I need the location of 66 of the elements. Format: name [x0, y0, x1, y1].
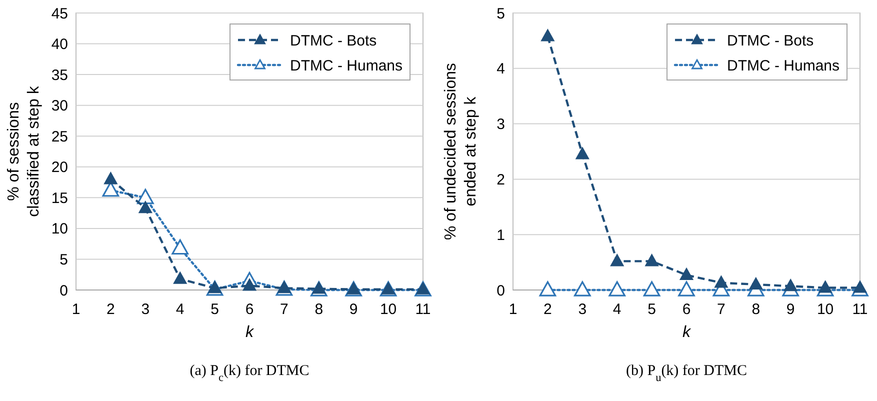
point [174, 272, 187, 284]
point [680, 268, 693, 280]
y-tick-label: 0 [60, 282, 68, 300]
x-tick-label: 8 [752, 301, 760, 318]
point [608, 281, 626, 296]
point [137, 188, 154, 204]
legend-label: DTMC - Humans [727, 57, 840, 74]
y-axis-title: % of sessions classified at step k [5, 85, 42, 217]
x-tick-label: 3 [141, 301, 150, 318]
x-tick-label: 9 [786, 301, 795, 318]
y-tick-label: 10 [51, 220, 68, 238]
point [749, 278, 762, 290]
x-tick-label: 10 [380, 301, 397, 318]
y-tick-label: 30 [51, 98, 68, 115]
x-tick-label: 6 [682, 301, 691, 318]
y-tick-label: 1 [496, 226, 505, 244]
x-tick-label: 11 [415, 301, 431, 318]
y-tick-label: 15 [51, 190, 68, 207]
y-tick-label: 5 [60, 251, 68, 268]
point [104, 172, 118, 184]
x-tick-label: 8 [314, 301, 324, 318]
x-tick-label: 2 [106, 301, 115, 318]
point [643, 281, 660, 296]
y-tick-label: 4 [496, 60, 505, 78]
y-tick-label: 35 [51, 66, 68, 84]
y-tick-label: 45 [51, 5, 68, 22]
x-tick-label: 5 [210, 301, 219, 318]
point [576, 147, 589, 160]
x-tick-label: 2 [544, 301, 552, 318]
x-tick-label: 4 [176, 301, 184, 318]
point [714, 276, 728, 288]
x-tick-label: 10 [816, 301, 834, 318]
x-axis-title: k [682, 324, 692, 341]
y-tick-label: 2 [496, 171, 505, 188]
text: (b) P$_{u}$(k) for DTMC [626, 363, 748, 384]
y-tick-label: 25 [51, 128, 68, 146]
y-tick-label: 3 [496, 116, 505, 134]
point [610, 254, 624, 266]
x-tick-label: 11 [852, 301, 868, 318]
point [172, 239, 188, 255]
legend-label: DTMC - Bots [727, 32, 814, 50]
y-axis-title: % of undecided sessions ended at step k [442, 63, 480, 240]
point [784, 279, 798, 292]
point [138, 201, 152, 214]
x-tick-label: 6 [245, 301, 254, 318]
x-tick-label: 4 [612, 301, 622, 318]
point [645, 254, 658, 266]
point [539, 281, 556, 296]
y-tick-label: 0 [496, 282, 505, 300]
x-tick-label: 1 [72, 301, 80, 318]
legend-label: DTMC - Bots [290, 32, 377, 50]
y-tick-label: 40 [51, 36, 68, 54]
y-tick-label: 5 [496, 5, 505, 22]
x-tick-label: 3 [578, 301, 587, 318]
x-axis-title: k [246, 324, 254, 341]
y-tick-label: 20 [51, 159, 68, 176]
point [678, 281, 695, 296]
x-tick-label: 7 [280, 301, 288, 318]
legend-label: DTMC - Humans [290, 57, 403, 74]
point [574, 281, 591, 296]
point [541, 29, 554, 42]
x-tick-label: 1 [508, 301, 518, 318]
x-tick-label: 9 [349, 301, 358, 318]
x-tick-label: 5 [648, 301, 656, 318]
x-tick-label: 7 [717, 301, 726, 318]
text: (a) P$_{c}$(k) for DTMC [190, 363, 310, 384]
